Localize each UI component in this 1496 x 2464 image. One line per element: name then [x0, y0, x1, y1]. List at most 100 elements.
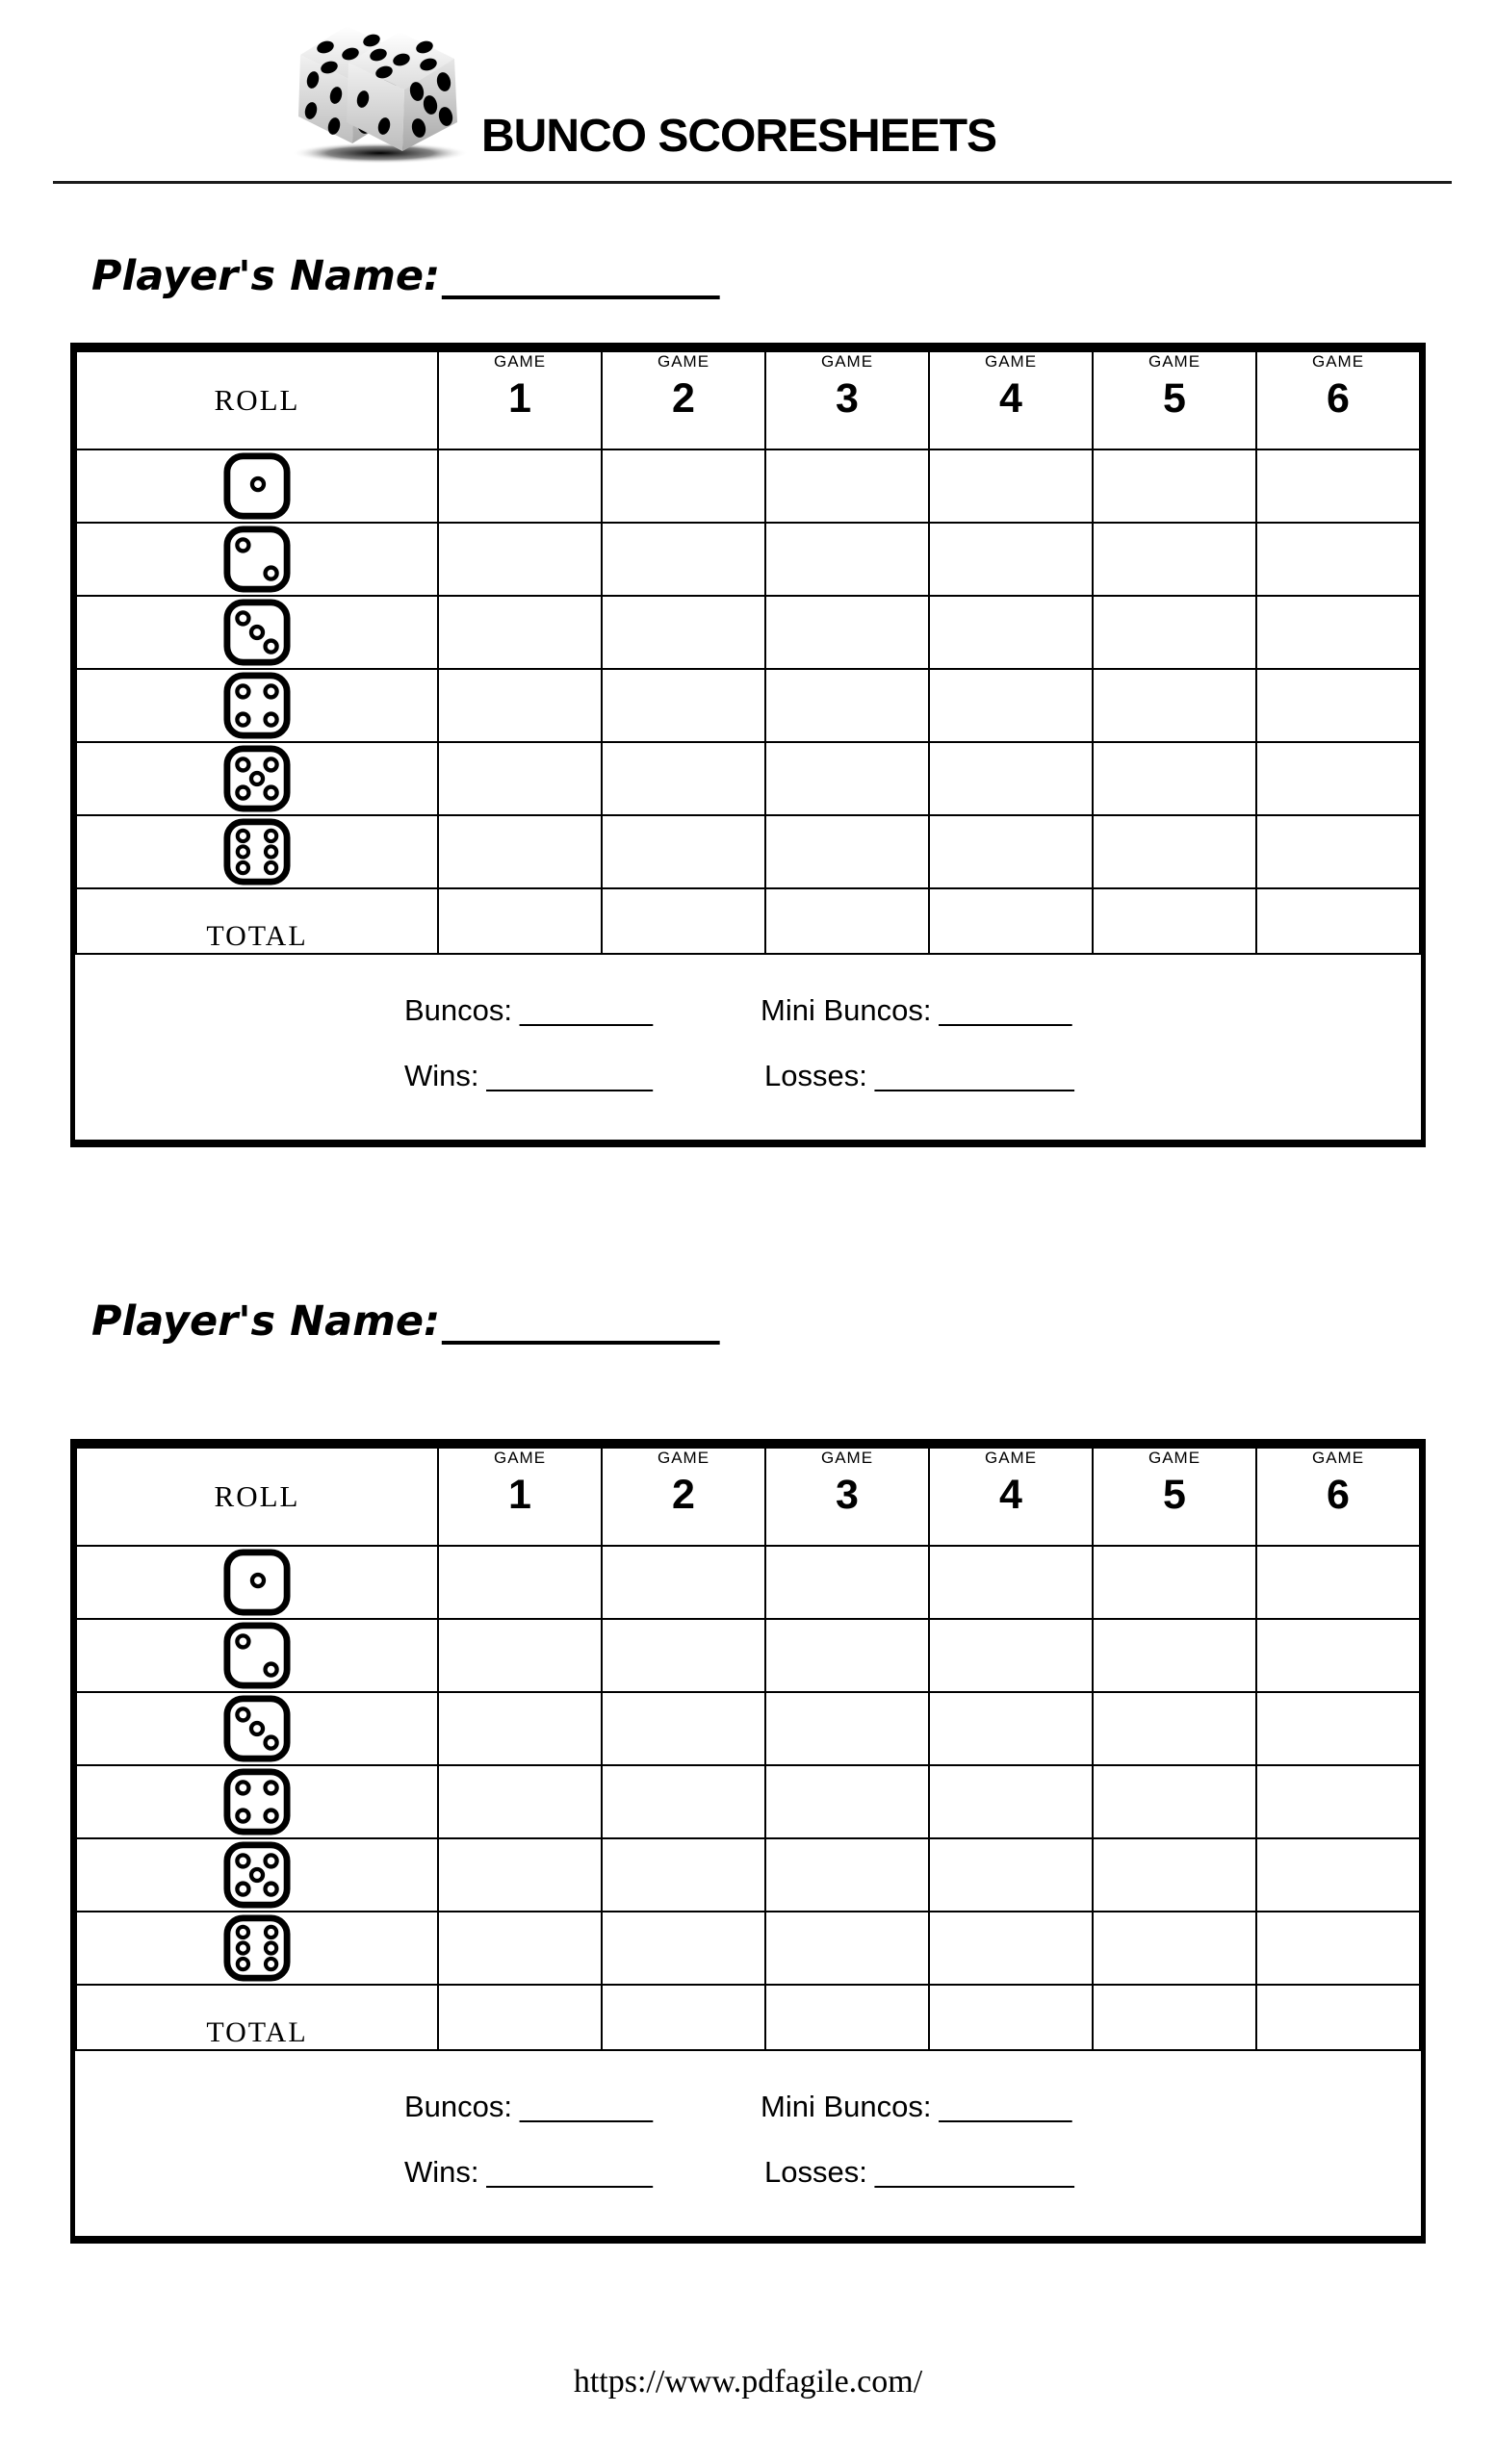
score-cell[interactable] [928, 668, 1094, 743]
score-cell[interactable] [764, 814, 930, 889]
total-score-cell[interactable] [928, 887, 1094, 955]
player-name-blank[interactable]: ______________ [442, 1297, 719, 1346]
footer-url-link[interactable]: https://www.pdfagile.com/ [573, 2364, 923, 2400]
score-cell[interactable] [1092, 522, 1257, 597]
score-cell[interactable] [437, 522, 603, 597]
total-score-cell[interactable] [601, 887, 766, 955]
total-score-cell[interactable] [437, 887, 603, 955]
score-cell[interactable] [1255, 522, 1421, 597]
score-cell[interactable] [1255, 668, 1421, 743]
score-cell[interactable] [1255, 1545, 1421, 1620]
score-cell[interactable] [1255, 1911, 1421, 1986]
score-cell[interactable] [1092, 814, 1257, 889]
score-cell[interactable] [764, 1837, 930, 1912]
player-name-blank[interactable]: ______________ [442, 252, 719, 300]
mini-buncos-blank[interactable]: ________ [939, 993, 1072, 1027]
score-cell[interactable] [601, 1911, 766, 1986]
score-cell[interactable] [601, 522, 766, 597]
score-cell[interactable] [764, 1618, 930, 1693]
score-cell[interactable] [437, 449, 603, 524]
score-cell[interactable] [1255, 1691, 1421, 1766]
die-6-icon [223, 818, 291, 886]
score-cell[interactable] [601, 741, 766, 816]
game-6-header: GAME 6 [1255, 350, 1421, 450]
game-4-header: GAME 4 [928, 1447, 1094, 1547]
score-cell[interactable] [1092, 595, 1257, 670]
score-cell[interactable] [764, 1691, 930, 1766]
score-cell[interactable] [1255, 449, 1421, 524]
score-cell[interactable] [437, 668, 603, 743]
total-score-cell[interactable] [1092, 887, 1257, 955]
losses-blank[interactable]: ____________ [874, 1059, 1074, 1092]
score-cell[interactable] [1255, 814, 1421, 889]
score-cell[interactable] [437, 814, 603, 889]
total-score-cell[interactable] [764, 1984, 930, 2051]
score-cell[interactable] [601, 1691, 766, 1766]
score-cell[interactable] [764, 1545, 930, 1620]
score-cell[interactable] [601, 668, 766, 743]
score-cell[interactable] [928, 1691, 1094, 1766]
score-cell[interactable] [1092, 1764, 1257, 1839]
buncos-blank[interactable]: ________ [520, 993, 653, 1027]
score-cell[interactable] [1092, 1618, 1257, 1693]
score-cell[interactable] [928, 595, 1094, 670]
score-cell[interactable] [1255, 1764, 1421, 1839]
score-cell[interactable] [437, 1764, 603, 1839]
score-cell[interactable] [601, 1837, 766, 1912]
score-cell[interactable] [1092, 1837, 1257, 1912]
page-title: BUNCO SCORESHEETS [481, 111, 997, 162]
score-cell[interactable] [1092, 1911, 1257, 1986]
score-cell[interactable] [928, 814, 1094, 889]
score-cell[interactable] [928, 522, 1094, 597]
score-cell[interactable] [764, 741, 930, 816]
total-score-cell[interactable] [1092, 1984, 1257, 2051]
score-cell[interactable] [437, 1618, 603, 1693]
total-score-cell[interactable] [1255, 1984, 1421, 2051]
losses-blank[interactable]: ____________ [874, 2155, 1074, 2189]
score-cell[interactable] [928, 1764, 1094, 1839]
mini-buncos-field: Mini Buncos: ________ [761, 2090, 1071, 2124]
score-cell[interactable] [764, 522, 930, 597]
score-cell[interactable] [437, 1691, 603, 1766]
score-cell[interactable] [1255, 1618, 1421, 1693]
mini-buncos-blank[interactable]: ________ [939, 2090, 1072, 2123]
score-cell[interactable] [928, 449, 1094, 524]
score-cell[interactable] [1255, 595, 1421, 670]
score-cell[interactable] [601, 814, 766, 889]
score-cell[interactable] [601, 595, 766, 670]
buncos-blank[interactable]: ________ [520, 2090, 653, 2123]
total-score-cell[interactable] [1255, 887, 1421, 955]
score-cell[interactable] [1092, 449, 1257, 524]
score-cell[interactable] [764, 1911, 930, 1986]
total-score-cell[interactable] [601, 1984, 766, 2051]
total-score-cell[interactable] [928, 1984, 1094, 2051]
score-cell[interactable] [1092, 668, 1257, 743]
wins-blank[interactable]: __________ [486, 1059, 653, 1092]
score-cell[interactable] [1255, 1837, 1421, 1912]
wins-blank[interactable]: __________ [486, 2155, 653, 2189]
score-cell[interactable] [1255, 741, 1421, 816]
score-cell[interactable] [437, 595, 603, 670]
score-cell[interactable] [437, 1545, 603, 1620]
score-cell[interactable] [437, 1911, 603, 1986]
score-cell[interactable] [601, 1764, 766, 1839]
score-cell[interactable] [764, 449, 930, 524]
score-cell[interactable] [928, 1911, 1094, 1986]
score-cell[interactable] [601, 1545, 766, 1620]
score-cell[interactable] [1092, 1691, 1257, 1766]
score-cell[interactable] [928, 1837, 1094, 1912]
score-cell[interactable] [764, 595, 930, 670]
score-cell[interactable] [437, 741, 603, 816]
score-cell[interactable] [928, 1618, 1094, 1693]
total-score-cell[interactable] [437, 1984, 603, 2051]
total-score-cell[interactable] [764, 887, 930, 955]
score-cell[interactable] [764, 1764, 930, 1839]
score-cell[interactable] [1092, 741, 1257, 816]
score-cell[interactable] [601, 1618, 766, 1693]
score-cell[interactable] [928, 1545, 1094, 1620]
score-cell[interactable] [437, 1837, 603, 1912]
score-cell[interactable] [601, 449, 766, 524]
score-cell[interactable] [928, 741, 1094, 816]
score-cell[interactable] [1092, 1545, 1257, 1620]
score-cell[interactable] [764, 668, 930, 743]
